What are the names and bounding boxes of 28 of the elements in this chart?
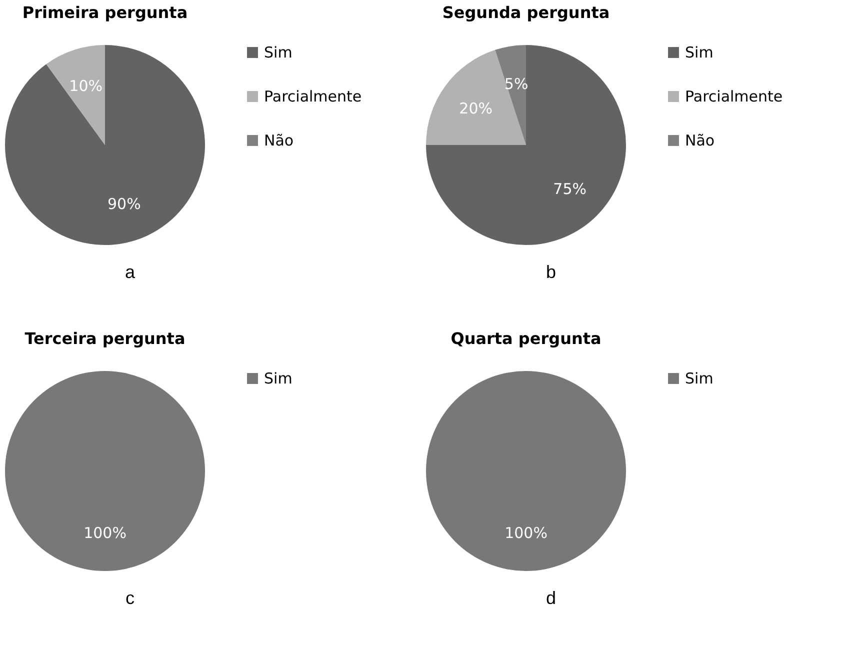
data-label: 90% <box>107 194 141 213</box>
legend-label: Sim <box>264 370 292 388</box>
data-label: 5% <box>504 74 528 93</box>
pie-slice <box>46 45 105 145</box>
legend-label: Sim <box>685 370 714 388</box>
legend-label: Parcialmente <box>264 88 362 106</box>
chart-title: Quarta pergunta <box>450 329 602 348</box>
text: d <box>544 588 557 609</box>
data-label: 75% <box>553 180 587 198</box>
legend-label: Não <box>685 132 715 150</box>
pie-slice <box>495 45 526 145</box>
text: c <box>124 588 136 609</box>
pie-slice <box>5 45 205 245</box>
legend-label: Parcialmente <box>685 88 783 106</box>
data-label: 100% <box>84 524 126 542</box>
chart-title: Terceira pergunta <box>24 329 186 348</box>
legend-label: Não <box>264 132 294 150</box>
text: a <box>124 262 136 283</box>
chart-title: Primeira pergunta <box>22 3 188 22</box>
legend-label: Sim <box>264 44 292 62</box>
chart-title: Segunda pergunta <box>442 3 610 22</box>
legend-label: Sim <box>685 44 714 62</box>
text: b <box>544 262 557 283</box>
data-label: 100% <box>504 524 548 542</box>
pie-slice <box>426 50 526 145</box>
data-label: 10% <box>69 77 103 96</box>
data-label: 20% <box>459 100 493 118</box>
pie-slice <box>426 45 626 245</box>
